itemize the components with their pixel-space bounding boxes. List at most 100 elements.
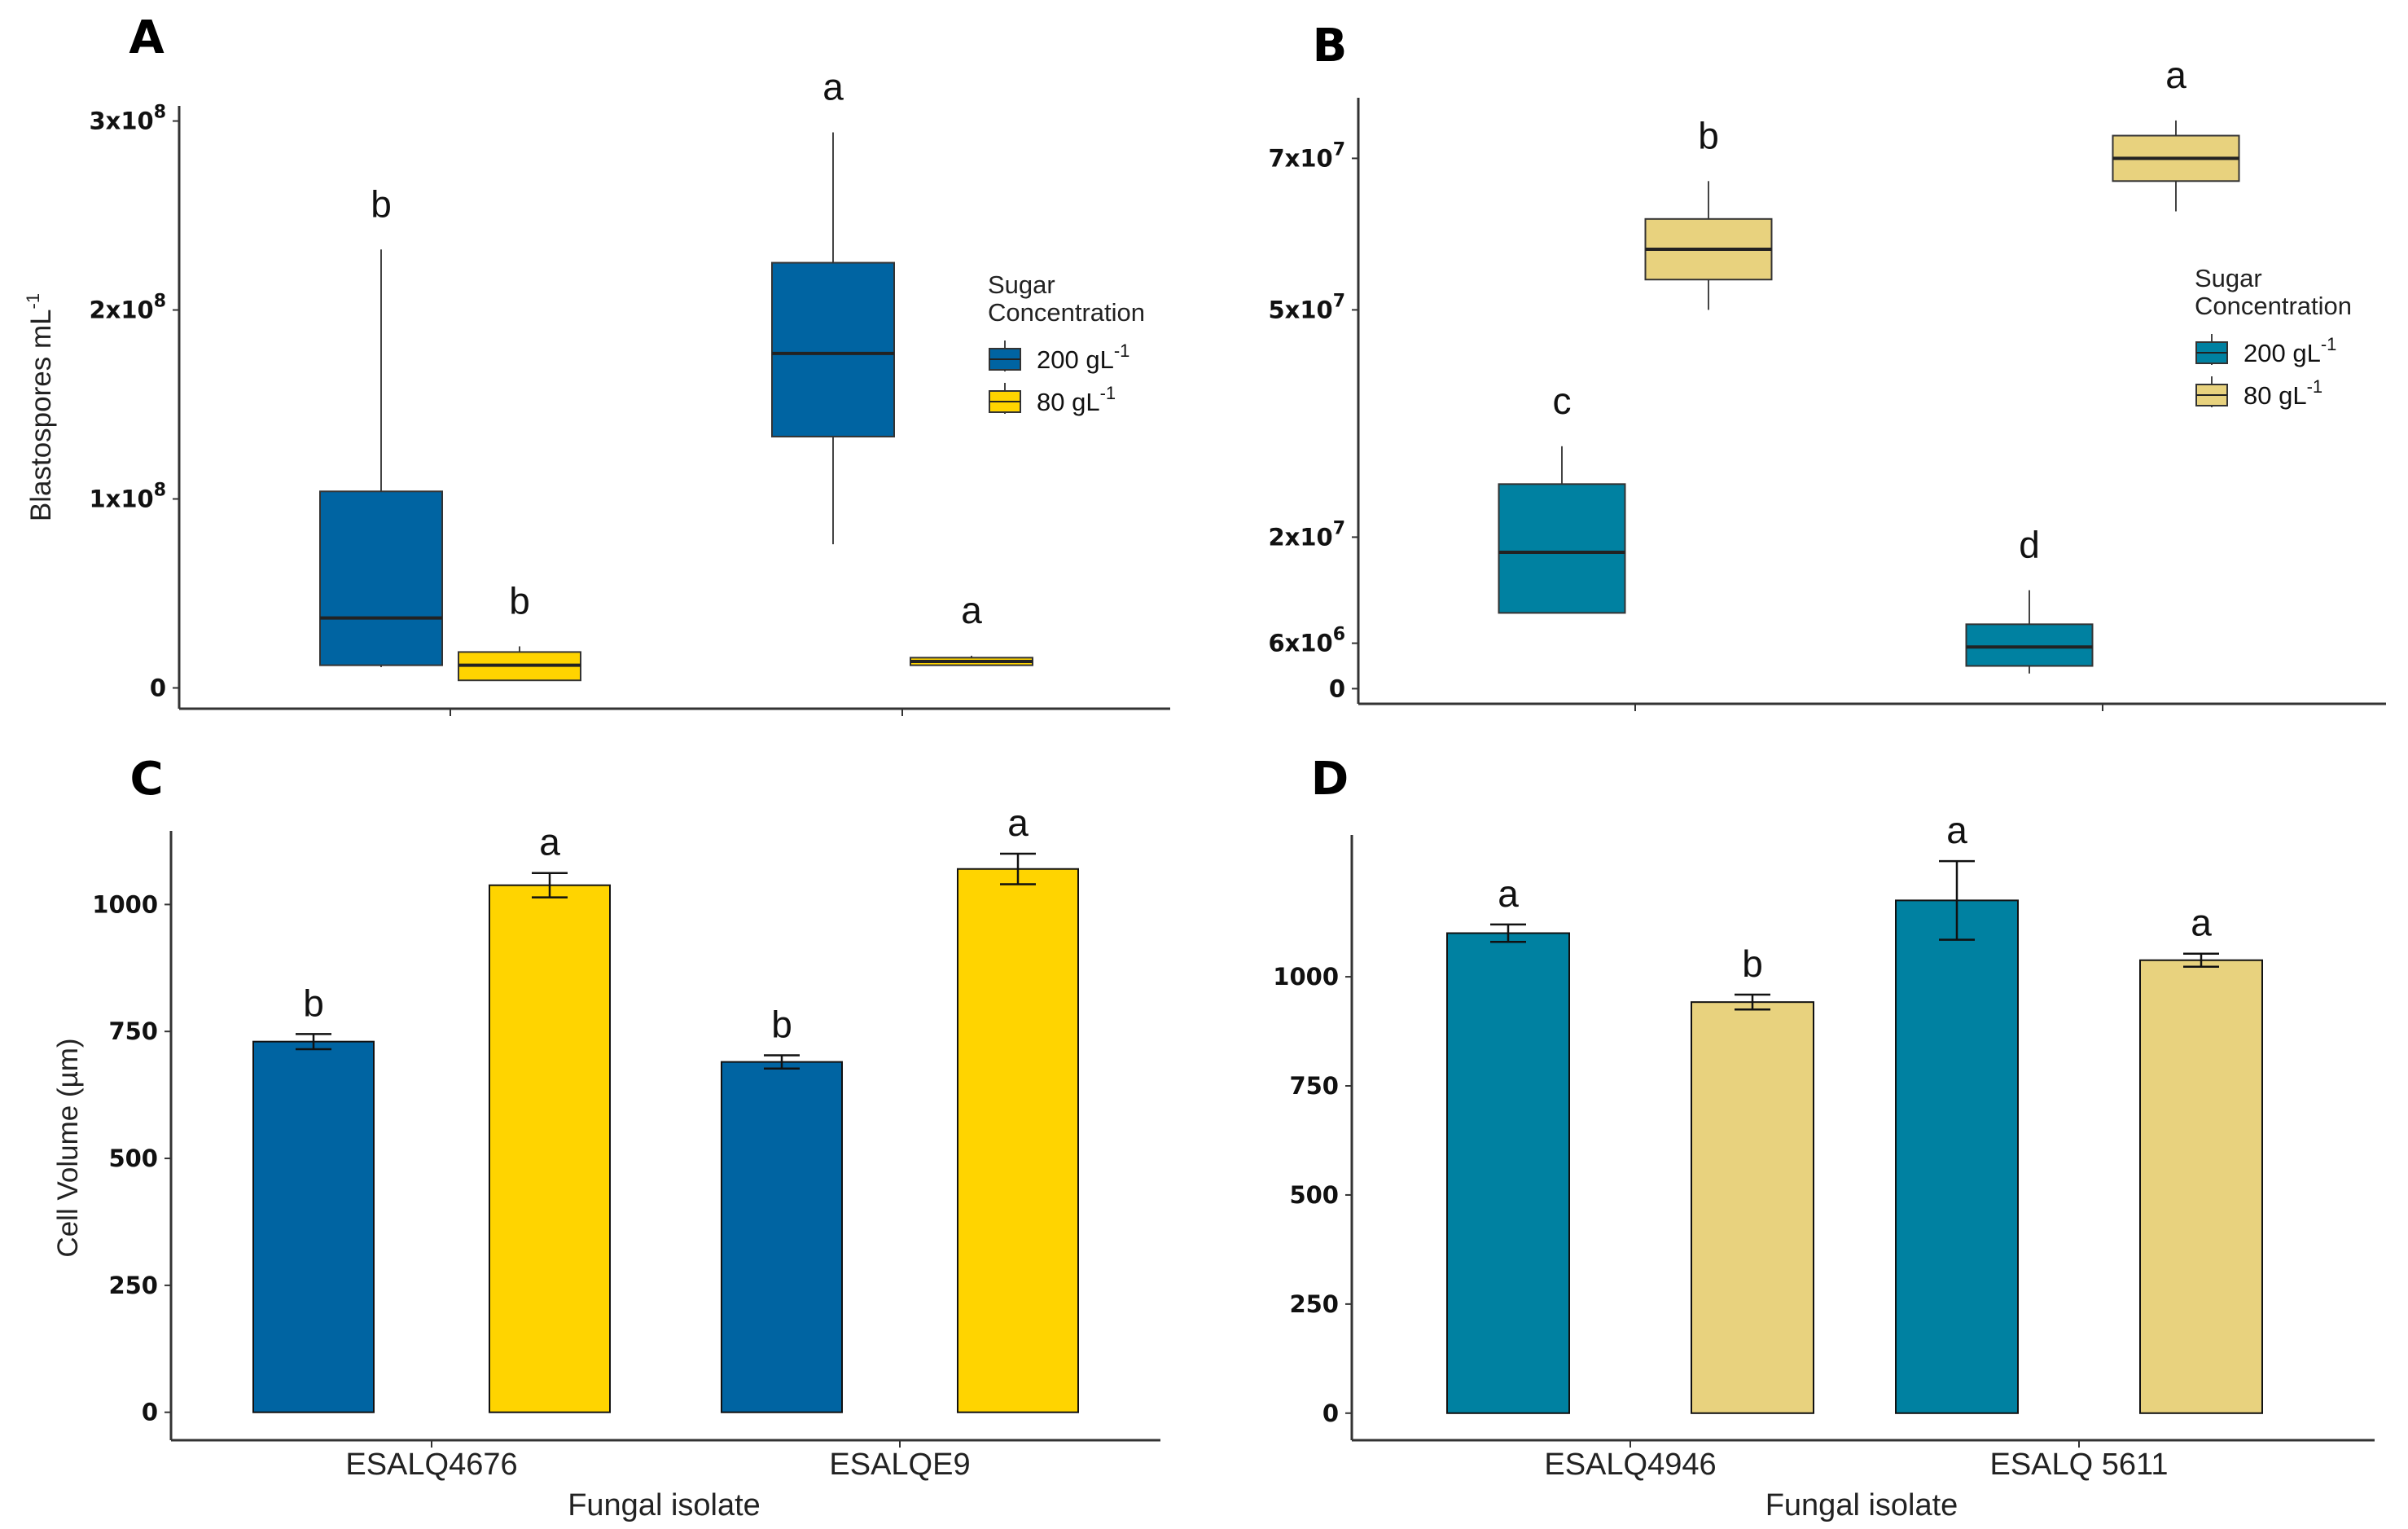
y-tick-label: 2x108 xyxy=(89,292,166,324)
y-tick-label-sup: 8 xyxy=(154,103,166,123)
significance-letter: b xyxy=(303,982,324,1024)
y-tick-label: 2x107 xyxy=(1268,518,1345,551)
y-axis-title: Cell Volume (µm) xyxy=(52,1038,84,1257)
significance-letter: b xyxy=(771,1004,792,1046)
y-tick-label: 750 xyxy=(108,1017,158,1045)
y-tick-label-sup: 7 xyxy=(1333,518,1345,538)
significance-letter: a xyxy=(539,821,560,863)
legend-label: 80 gL-1 xyxy=(1037,383,1116,416)
y-tick-label-sup: 8 xyxy=(154,292,166,312)
y-tick-label: 0 xyxy=(142,1399,158,1426)
y-tick-label-base: 3x10 xyxy=(89,108,153,135)
significance-letter: b xyxy=(1742,942,1763,985)
x-tick-label: ESALQ4946 xyxy=(1544,1448,1716,1482)
y-axis-title-sup: -1 xyxy=(23,293,43,310)
y-tick-label-sup: 7 xyxy=(1333,139,1345,160)
panel-d: D 0 250 500 750 1000 ESALQ4946 ESALQ 5611 a a b a Fu… xyxy=(1273,753,2375,1522)
panel-label: A xyxy=(129,11,164,64)
y-tick-label: 750 xyxy=(1289,1072,1339,1100)
bar xyxy=(2139,959,2263,1414)
y-tick-label: 6x106 xyxy=(1268,625,1345,657)
y-tick-label: 500 xyxy=(108,1145,158,1172)
legend-title: Concentration xyxy=(988,298,1145,327)
bar xyxy=(1895,899,2019,1414)
box xyxy=(319,490,443,666)
y-tick-label: 7x107 xyxy=(1268,139,1345,172)
legend-label-sup: -1 xyxy=(1114,341,1130,361)
legend-label: 80 gL-1 xyxy=(2244,376,2322,410)
y-tick-label-base: 2x10 xyxy=(1268,523,1332,551)
y-tick-label: 5x107 xyxy=(1268,291,1345,323)
legend-label: 200 gL-1 xyxy=(1037,341,1129,374)
significance-letter: a xyxy=(961,589,982,631)
significance-letter: d xyxy=(2019,524,2040,566)
legend-label-sup: -1 xyxy=(2321,334,2337,354)
y-tick-label: 250 xyxy=(108,1272,158,1299)
y-tick-label: 0 xyxy=(1329,674,1345,702)
bar xyxy=(1446,932,1570,1414)
y-axis-title: Blastospores mL-1 xyxy=(23,293,57,521)
legend-label-base: 200 gL xyxy=(2244,339,2321,367)
panel-c: C 0 250 500 750 1000 ESALQ4676 ESALQE9 b b a a Funga… xyxy=(52,753,1160,1522)
legend-title: Sugar xyxy=(2195,264,2262,292)
bar xyxy=(1691,1001,1814,1414)
x-axis-title: Fungal isolate xyxy=(568,1488,761,1522)
y-tick-label-sup: 6 xyxy=(1333,625,1345,645)
significance-letter: b xyxy=(1698,114,1719,156)
panel-label: D xyxy=(1311,753,1349,806)
y-tick-label-base: 7x10 xyxy=(1268,144,1332,172)
legend-title: Concentration xyxy=(2195,292,2352,320)
significance-letter: b xyxy=(509,579,530,622)
panel-label: B xyxy=(1313,20,1348,72)
legend-label-sup: -1 xyxy=(1100,383,1116,403)
y-tick-label: 1x108 xyxy=(89,481,166,513)
y-tick-label-base: 5x10 xyxy=(1268,296,1332,323)
x-tick-label: ESALQ4676 xyxy=(345,1448,517,1482)
significance-letter: a xyxy=(2191,902,2212,944)
y-tick-label: 0 xyxy=(1322,1399,1339,1427)
box xyxy=(1965,623,2094,667)
legend-label-sup: -1 xyxy=(2307,376,2323,397)
legend-label: 200 gL-1 xyxy=(2244,334,2336,367)
y-tick-label-base: 6x10 xyxy=(1268,630,1332,657)
y-tick-label-base: 0 xyxy=(1329,674,1345,702)
significance-letter: a xyxy=(1946,809,1967,851)
y-tick-label-base: 2x10 xyxy=(89,297,153,324)
bar xyxy=(721,1061,843,1413)
y-tick-label: 500 xyxy=(1289,1181,1339,1209)
box xyxy=(1498,483,1626,614)
y-tick-label-base: 0 xyxy=(150,674,166,701)
y-tick-label-sup: 7 xyxy=(1333,291,1345,311)
y-tick-label: 3x108 xyxy=(89,103,166,135)
legend-label-base: 80 gL xyxy=(1037,388,1100,416)
x-axis-title: Fungal isolate xyxy=(1765,1488,1958,1522)
y-tick-label: 250 xyxy=(1289,1290,1339,1318)
significance-letter: b xyxy=(371,182,392,225)
significance-letter: a xyxy=(2165,54,2186,96)
significance-letter: a xyxy=(1007,802,1029,844)
box xyxy=(771,261,895,437)
legend-title: Sugar xyxy=(988,270,1055,299)
y-tick-label: 0 xyxy=(150,674,166,701)
significance-letter: c xyxy=(1553,380,1572,422)
bar xyxy=(489,884,611,1413)
x-tick-label: ESALQ 5611 xyxy=(1989,1448,2168,1482)
legend-label-base: 200 gL xyxy=(1037,345,1114,374)
x-tick-label: ESALQE9 xyxy=(829,1448,970,1482)
y-tick-label: 1000 xyxy=(92,890,158,918)
bar xyxy=(252,1040,375,1413)
y-tick-label-base: 1x10 xyxy=(89,486,153,513)
legend-label-base: 80 gL xyxy=(2244,381,2307,410)
bar xyxy=(957,868,1079,1413)
significance-letter: a xyxy=(822,65,844,108)
y-tick-label: 1000 xyxy=(1273,963,1339,991)
y-axis-title-base: Blastospores mL xyxy=(25,309,57,521)
significance-letter: a xyxy=(1498,872,1519,915)
panel-label: C xyxy=(129,753,163,806)
y-tick-label-sup: 8 xyxy=(154,481,166,501)
panel-b: B06x1062x1075x1077x107cbdaSugarConcentra… xyxy=(1268,20,2386,711)
